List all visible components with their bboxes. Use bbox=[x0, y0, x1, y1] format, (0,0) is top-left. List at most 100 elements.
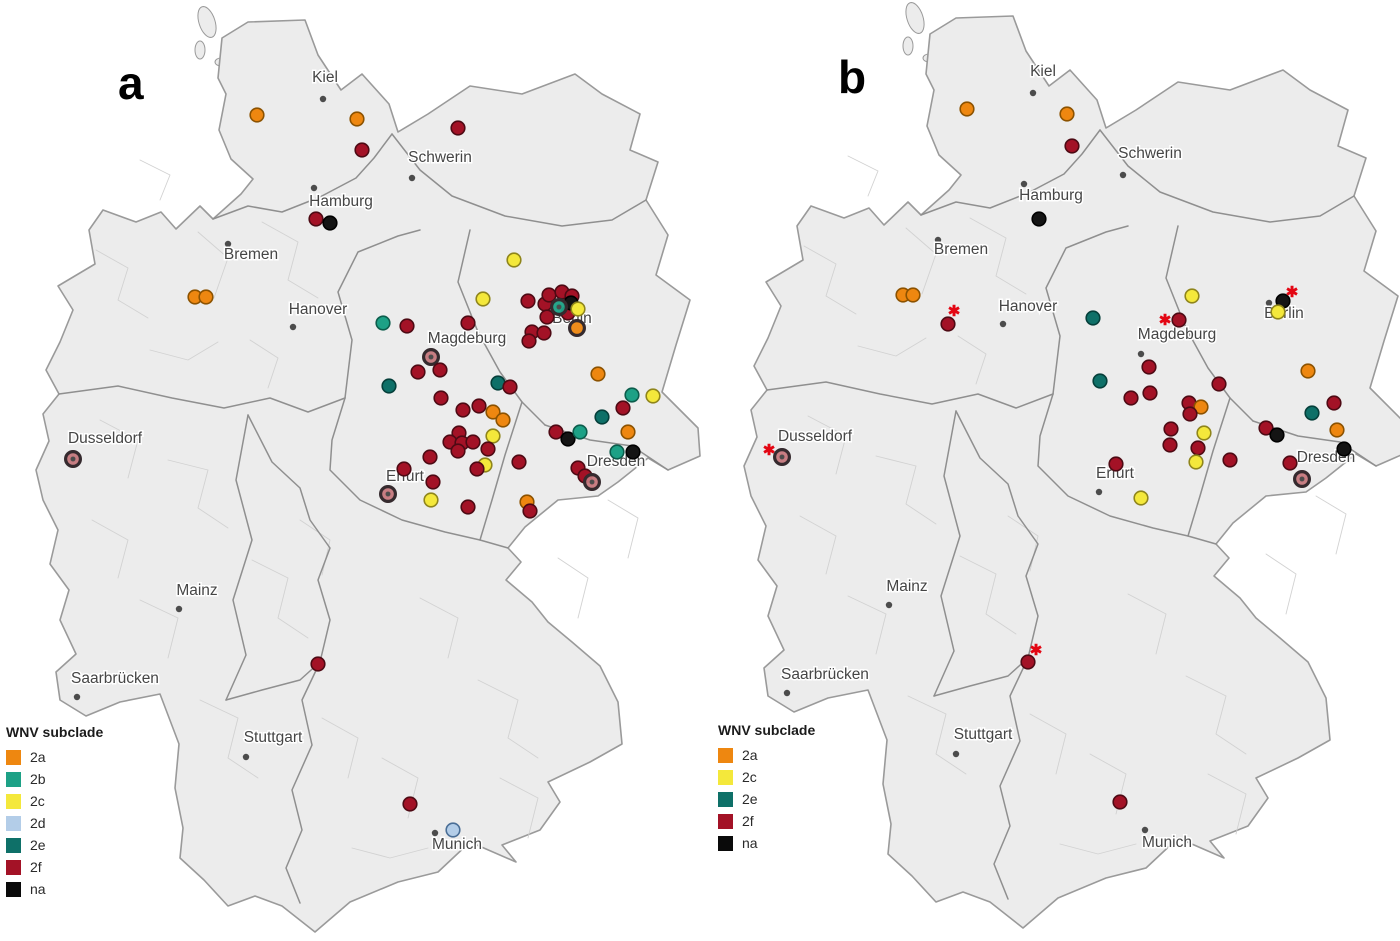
legend-label-2f: 2f bbox=[30, 859, 42, 875]
wnv-point-2f bbox=[1211, 376, 1227, 392]
wnv-point-2a bbox=[620, 424, 636, 440]
legend-swatch-2c bbox=[718, 769, 733, 785]
city-label-hanover: Hanover bbox=[999, 298, 1058, 315]
legend-item-na: na bbox=[718, 832, 815, 854]
wnv-point-2f bbox=[480, 441, 496, 457]
wnv-point-2f bbox=[539, 309, 555, 325]
wnv-point-2e bbox=[1304, 405, 1320, 421]
city-dot-mainz bbox=[175, 605, 183, 613]
wnv-point-2f bbox=[511, 454, 527, 470]
wnv-point-2f bbox=[1020, 654, 1036, 670]
city-label-mainz: Mainz bbox=[886, 578, 927, 595]
city-label-schwerin: Schwerin bbox=[408, 149, 472, 166]
city-dot-hanover bbox=[289, 323, 297, 331]
wnv-point-2f bbox=[455, 402, 471, 418]
city-dot-saarbrücken bbox=[73, 693, 81, 701]
wnv-point-2f bbox=[422, 449, 438, 465]
city-label-bremen: Bremen bbox=[934, 241, 988, 258]
city-label-saarbrücken: Saarbrücken bbox=[71, 670, 159, 687]
wnv-point-2f bbox=[433, 390, 449, 406]
wnv-point-na bbox=[1269, 427, 1285, 443]
wnv-point-2f bbox=[310, 656, 326, 672]
city-dot-hanover bbox=[999, 320, 1007, 328]
wnv-point-2f bbox=[1222, 452, 1238, 468]
asterisk-marker: ✱ bbox=[1159, 312, 1172, 329]
city-label-magdeburg: Magdeburg bbox=[1138, 326, 1216, 343]
legend-panel-a: WNV subclade 2a 2b 2c 2d 2e 2f na bbox=[6, 724, 103, 900]
wnv-point-2c bbox=[1196, 425, 1212, 441]
wnv-point-2a bbox=[905, 287, 921, 303]
legend-item-2c: 2c bbox=[6, 790, 103, 812]
asterisk-marker: ✱ bbox=[1030, 642, 1043, 659]
city-dot-kiel bbox=[319, 95, 327, 103]
wnv-point-2f bbox=[1112, 794, 1128, 810]
city-dot-bremen bbox=[934, 236, 942, 244]
panel-a-letter: a bbox=[118, 57, 144, 109]
city-dot-mainz bbox=[885, 601, 893, 609]
wnv-point-2a bbox=[349, 111, 365, 127]
wnv-point-2f bbox=[1123, 390, 1139, 406]
legend-swatch-2a bbox=[718, 747, 733, 763]
legend-title-a: WNV subclade bbox=[6, 724, 104, 740]
asterisk-marker: ✱ bbox=[1286, 284, 1299, 301]
city-dot-kiel bbox=[1029, 89, 1037, 97]
legend-swatch-2e bbox=[718, 791, 733, 807]
wnv-point-2f bbox=[536, 325, 552, 341]
wnv-point-2f bbox=[410, 364, 426, 380]
city-label-stuttgart: Stuttgart bbox=[954, 726, 1013, 743]
wnv-point-2a bbox=[1059, 106, 1075, 122]
wnv-point-2f bbox=[308, 211, 324, 227]
legend-item-2c: 2c bbox=[718, 766, 815, 788]
wnv-point-2f bbox=[425, 474, 441, 490]
wnv-point-2f bbox=[1108, 456, 1124, 472]
legend-item-na: na bbox=[6, 878, 103, 900]
legend-swatch-2a bbox=[6, 749, 21, 765]
city-label-schwerin: Schwerin bbox=[1118, 145, 1182, 162]
legend-label-2b: 2b bbox=[30, 771, 46, 787]
wnv-point-2f bbox=[432, 362, 448, 378]
wnv-point-2f bbox=[354, 142, 370, 158]
wnv-point-2f bbox=[469, 461, 485, 477]
asterisk-marker: ✱ bbox=[948, 303, 961, 320]
wnv-points-layer bbox=[63, 101, 1352, 838]
wnv-point-2c bbox=[485, 428, 501, 444]
city-dot-under-point bbox=[70, 456, 76, 462]
legend-item-2e: 2e bbox=[6, 834, 103, 856]
legend-swatch-na bbox=[718, 835, 733, 851]
legend-title-b: WNV subclade bbox=[718, 722, 816, 738]
wnv-point-2f bbox=[465, 434, 481, 450]
wnv-point-2f bbox=[1282, 455, 1298, 471]
legend-item-2f: 2f bbox=[6, 856, 103, 878]
legend-label-2e: 2e bbox=[742, 791, 758, 807]
legend-item-2f: 2f bbox=[718, 810, 815, 832]
legend-item-2a: 2a bbox=[6, 746, 103, 768]
wnv-point-2f bbox=[522, 503, 538, 519]
wnv-point-2f bbox=[460, 499, 476, 515]
wnv-point-2b bbox=[572, 424, 588, 440]
wnv-point-2f bbox=[1141, 359, 1157, 375]
wnv-point-2f bbox=[402, 796, 418, 812]
city-dot-stuttgart bbox=[242, 753, 250, 761]
city-label-munich: Munich bbox=[432, 836, 482, 853]
city-label-dusseldorf: Dusseldorf bbox=[68, 430, 143, 447]
wnv-point-2f bbox=[396, 461, 412, 477]
legend-items-b: 2a 2c 2e 2f na bbox=[718, 744, 815, 854]
legend-swatch-2c bbox=[6, 793, 21, 809]
panel-b-letter: b bbox=[838, 51, 867, 103]
city-dot-hamburg bbox=[1020, 180, 1028, 188]
wnv-point-2f bbox=[1163, 421, 1179, 437]
legend-label-2c: 2c bbox=[30, 793, 45, 809]
wnv-point-2e bbox=[1092, 373, 1108, 389]
legend-swatch-2d bbox=[6, 815, 21, 831]
wnv-point-2c bbox=[645, 388, 661, 404]
wnv-point-2c bbox=[475, 291, 491, 307]
wnv-point-2a bbox=[198, 289, 214, 305]
wnv-point-2a bbox=[959, 101, 975, 117]
wnv-point-na bbox=[322, 215, 338, 231]
city-label-kiel: Kiel bbox=[312, 69, 338, 86]
wnv-point-2f bbox=[1258, 420, 1274, 436]
city-dot-stuttgart bbox=[952, 750, 960, 758]
wnv-point-2e bbox=[594, 409, 610, 425]
